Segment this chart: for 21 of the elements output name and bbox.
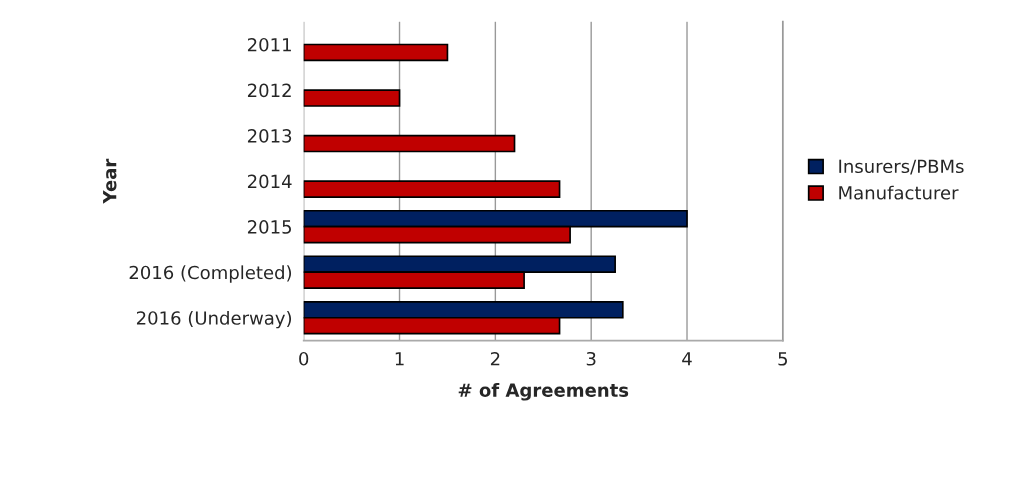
x-tick-label: 0 (299, 351, 309, 366)
x-tick-label: 4 (682, 352, 692, 366)
x-tick-label: 5 (778, 352, 787, 366)
bar (303, 134, 516, 153)
y-tick-label: 2015 (247, 220, 292, 234)
bar (303, 180, 561, 198)
legend-label: Insurers/PBMs (839, 159, 964, 175)
y-tick-label: 2016 (Underway) (136, 310, 292, 329)
y-tick-label: 2012 (247, 83, 291, 98)
y-tick-label: 2016 (Completed) (129, 265, 292, 283)
bar (303, 89, 401, 107)
x-tick-label: 2 (490, 351, 500, 366)
legend-label: Manufacturer (839, 185, 959, 200)
bar (303, 43, 449, 62)
x-axis-title: # of Agreements (458, 382, 629, 401)
y-tick-label: 2014 (247, 174, 292, 189)
x-tick-label: 1 (395, 352, 404, 366)
y-axis-title: Year (103, 158, 117, 204)
y-tick-label: 2013 (247, 129, 292, 143)
x-tick-label: 3 (586, 351, 596, 366)
y-tick-label: 2011 (247, 37, 291, 52)
